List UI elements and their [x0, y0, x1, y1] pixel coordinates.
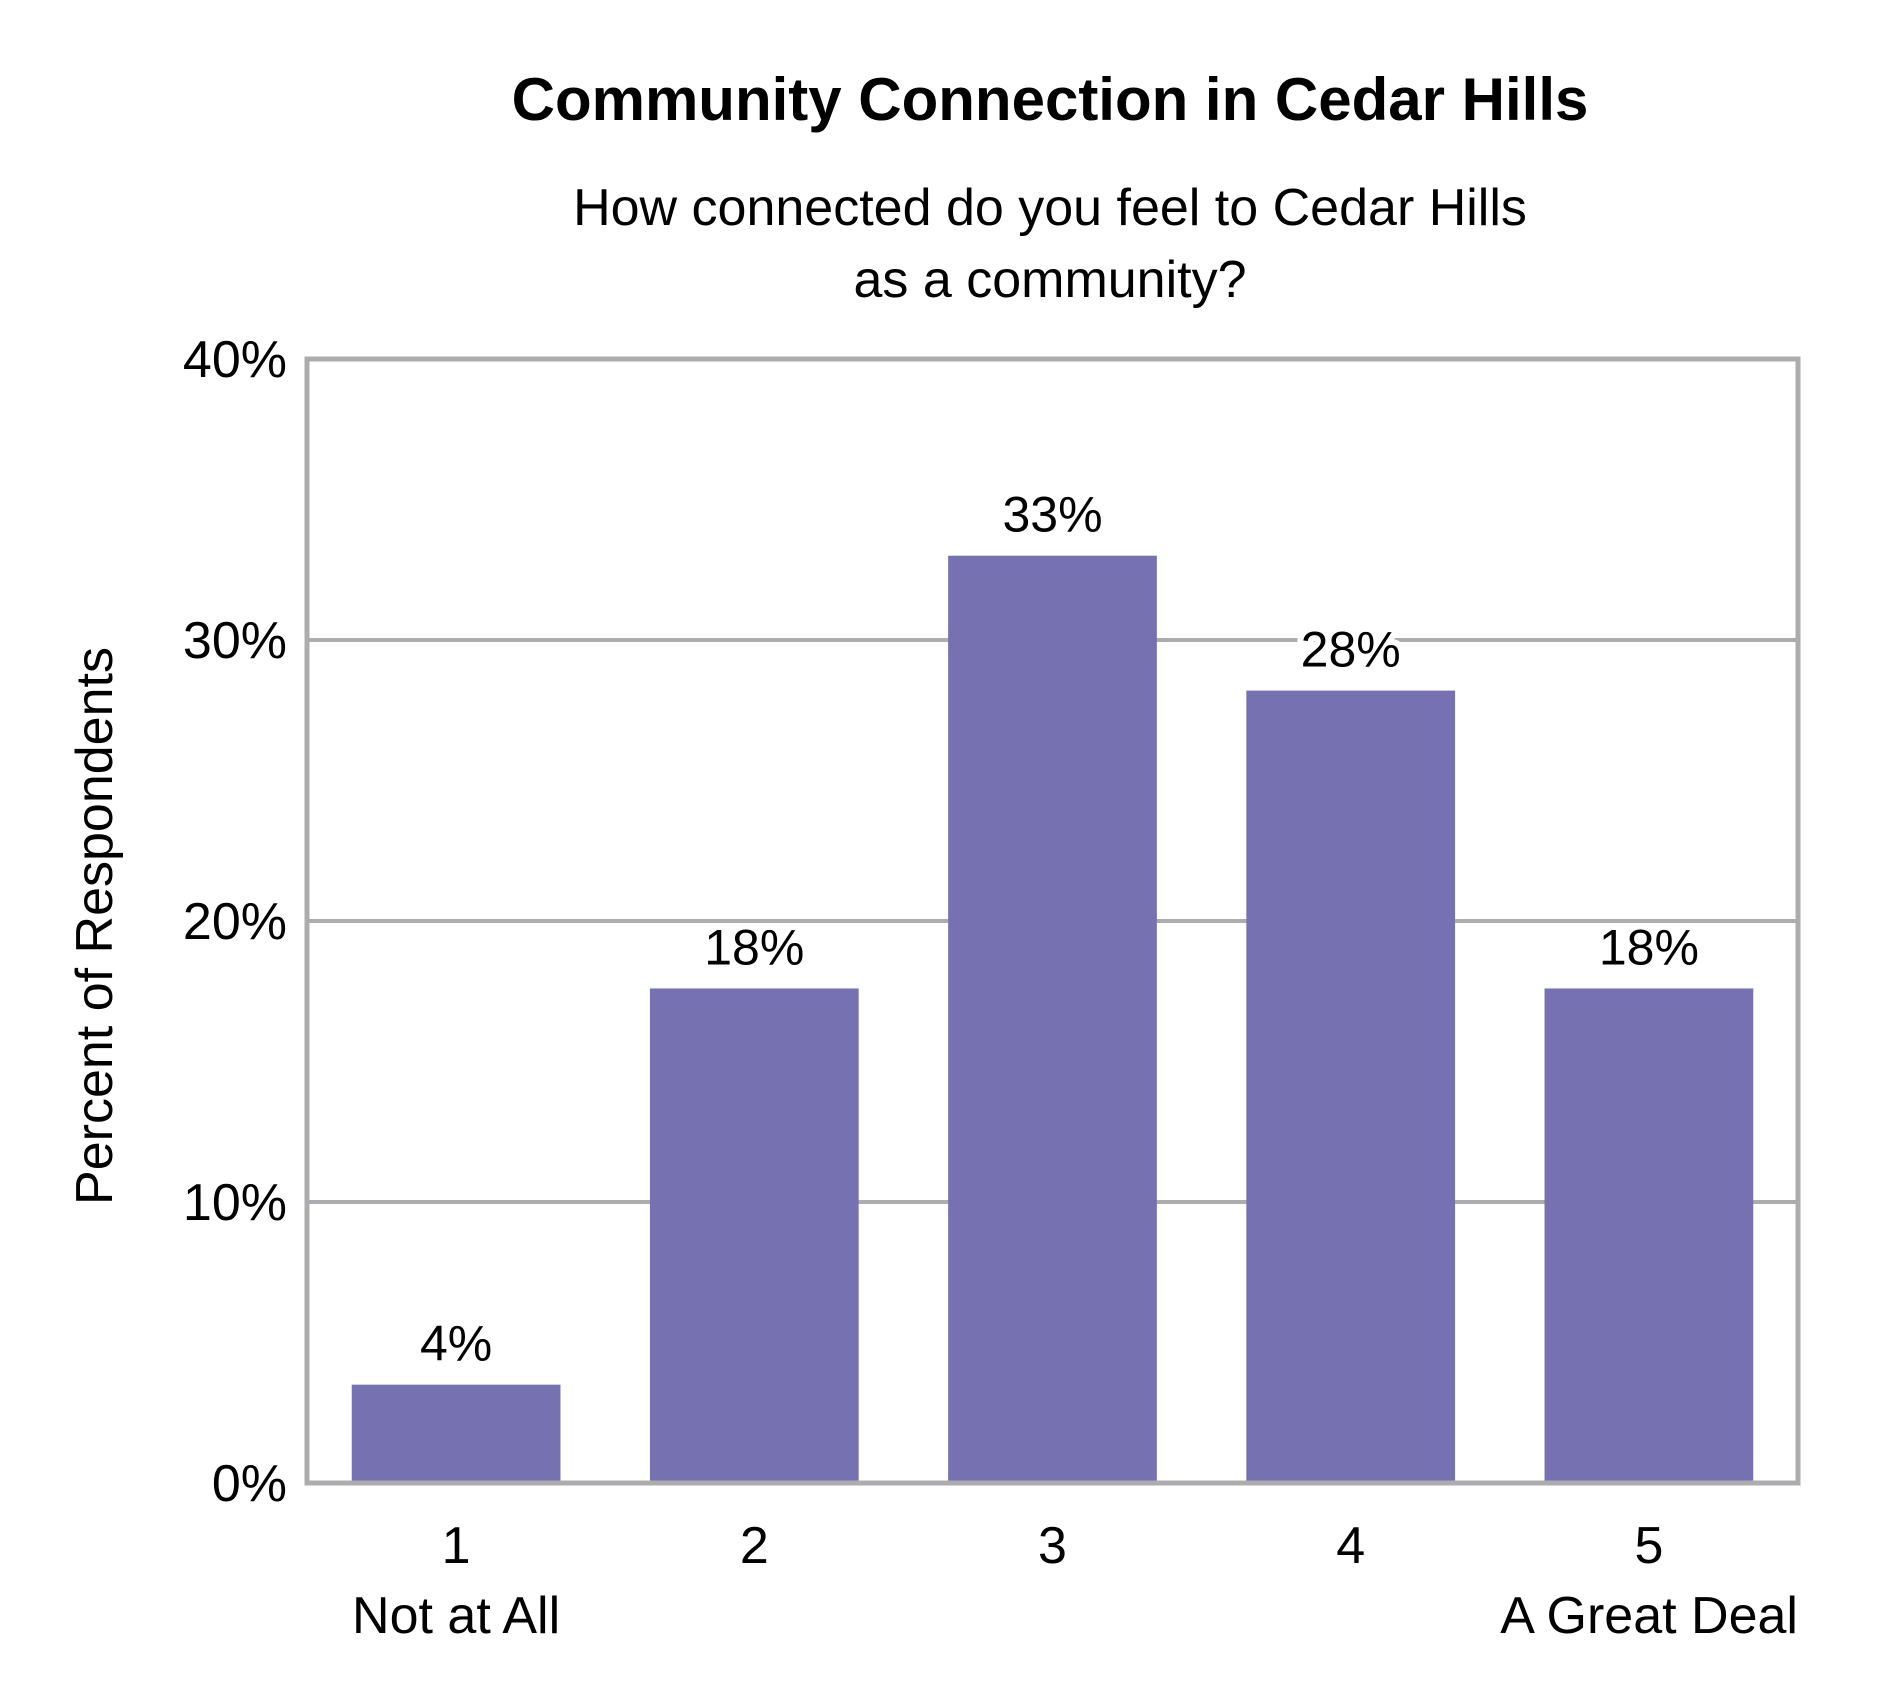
plot-frame — [304, 356, 1801, 1486]
chart-subtitle-line-2: as a community? — [853, 251, 1246, 309]
data-label: 18% — [704, 919, 804, 975]
x-category-sublabel: A Great Deal — [1500, 1587, 1798, 1645]
x-tick-label: 4 — [1336, 1517, 1365, 1575]
chart-subtitle-line-1: How connected do you feel to Cedar Hills — [573, 179, 1527, 237]
data-label: 4% — [420, 1316, 492, 1372]
bar-3 — [948, 555, 1157, 1483]
y-tick-label: 40% — [183, 331, 287, 389]
y-tick-label: 0% — [212, 1455, 287, 1513]
chart-title: Community Connection in Cedar Hills — [512, 66, 1589, 133]
bar-1 — [351, 1384, 561, 1483]
bar-5 — [1544, 988, 1754, 1483]
plot-area: 0% 10% 20% 30% 40% 4% 1 Not at All 18% 2 33% 3 28% 4 1… — [183, 331, 1801, 1645]
x-tick-label: 1 — [442, 1517, 471, 1575]
data-label: 33% — [1002, 487, 1102, 543]
y-tick-label: 20% — [183, 893, 287, 951]
data-label: 28% — [1301, 622, 1401, 678]
y-tick-label: 30% — [183, 612, 287, 670]
x-tick-label: 3 — [1038, 1517, 1067, 1575]
y-axis-label: Percent of Respondents — [66, 647, 124, 1205]
x-tick-label: 2 — [740, 1517, 769, 1575]
y-tick-label: 10% — [183, 1174, 287, 1232]
x-tick-label: 5 — [1634, 1517, 1663, 1575]
bar-2 — [649, 988, 859, 1483]
data-label: 18% — [1599, 919, 1699, 975]
bar-4 — [1246, 690, 1456, 1483]
x-category-sublabel: Not at All — [352, 1587, 560, 1645]
